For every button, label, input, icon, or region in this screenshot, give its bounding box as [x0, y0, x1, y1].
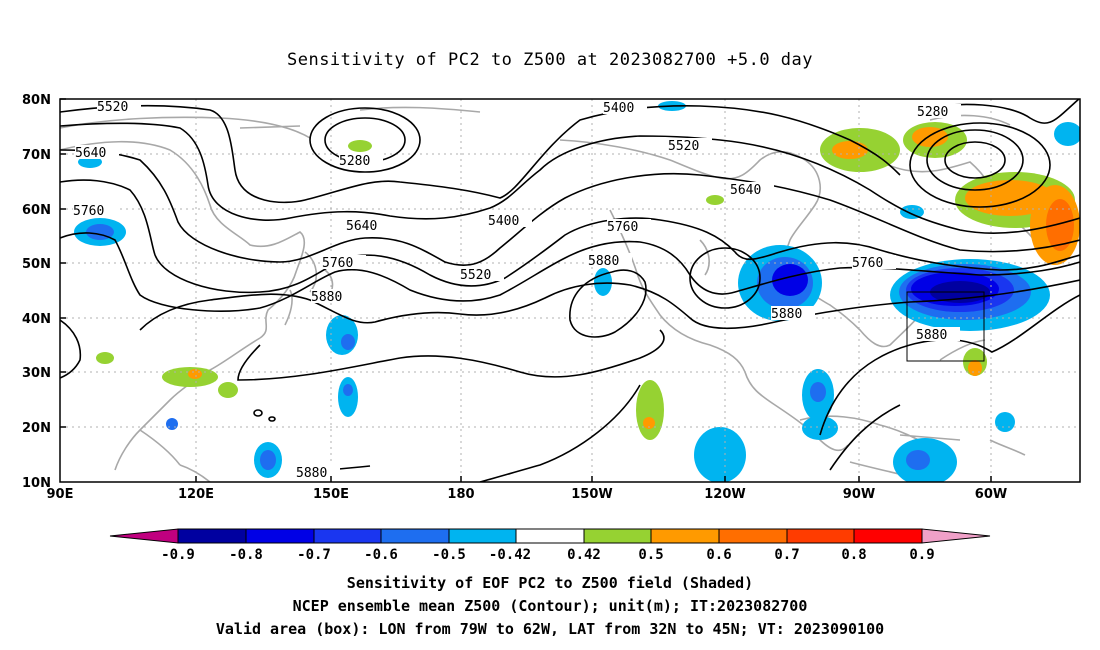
contour-label: 5520 [460, 268, 491, 283]
colorbar-cell [448, 528, 517, 544]
contour-label: 5520 [97, 100, 128, 115]
map-frame [59, 98, 1081, 483]
contour-label: 5880 [916, 328, 947, 343]
sensitivity-shading [74, 101, 1080, 482]
lon-label: 150W [571, 487, 612, 502]
colorbar-label: 0.7 [774, 547, 799, 563]
colorbar-label: -0.5 [432, 547, 466, 563]
colorbar-under-triangle [109, 528, 179, 544]
colorbar-label: -0.8 [229, 547, 263, 563]
contour-label: 5880 [311, 290, 342, 305]
contour-label: 5760 [852, 256, 883, 271]
colorbar [109, 528, 991, 544]
contour-label: 5640 [75, 146, 106, 161]
colorbar-cell [313, 528, 382, 544]
map-title: Sensitivity of PC2 to Z500 at 2023082700… [286, 50, 813, 70]
contour-label: 5880 [771, 307, 802, 322]
lon-label: 60W [975, 487, 1007, 502]
caption-contour: NCEP ensemble mean Z500 (Contour); unit(… [292, 597, 808, 615]
contour-label: 5640 [346, 219, 377, 234]
contour-label: 5280 [339, 154, 370, 169]
colorbar-label: -0.42 [489, 547, 531, 563]
colorbar-label: -0.6 [364, 547, 398, 563]
caption-shading: Sensitivity of EOF PC2 to Z500 field (Sh… [346, 574, 754, 592]
colorbar-cell [718, 528, 788, 544]
contour-label: 5400 [488, 214, 519, 229]
colorbar-cell [515, 528, 585, 544]
lon-label: 90E [47, 487, 74, 502]
colorbar-cell [853, 528, 923, 544]
caption-valid-area: Valid area (box): LON from 79W to 62W, L… [215, 620, 885, 638]
colorbar-label: -0.9 [161, 547, 195, 563]
lat-label: 40N [22, 312, 51, 327]
longitude-labels: 90E 120E 150E 180 150W 120W 90W 60W [47, 487, 1008, 502]
lon-label: 150E [313, 487, 349, 502]
contour-label: 5880 [296, 466, 327, 481]
colorbar-cell [380, 528, 450, 544]
colorbar-cell [177, 528, 247, 544]
colorbar-label: 0.42 [567, 547, 601, 563]
lat-label: 70N [22, 148, 51, 163]
colorbar-labels: -0.9 -0.8 -0.7 -0.6 -0.5 -0.42 0.42 0.5 … [161, 547, 935, 563]
axis-ticks [60, 98, 992, 482]
contour-label-group: 5520 5640 5760 5400 5280 5520 5640 5400 … [73, 99, 961, 343]
contour-label: 5400 [603, 101, 634, 116]
colorbar-label: 0.6 [706, 547, 731, 563]
colorbar-cell [786, 528, 855, 544]
lat-label: 80N [22, 93, 51, 108]
z500-contours [60, 99, 1080, 482]
colorbar-label: 0.9 [909, 547, 934, 563]
colorbar-over-triangle [921, 528, 991, 544]
colorbar-cell [650, 528, 720, 544]
lat-label: 20N [22, 421, 51, 436]
contour-label: 5880 [588, 254, 619, 269]
colorbar-cell [583, 528, 652, 544]
contour-label: 5640 [730, 183, 761, 198]
colorbar-cell [245, 528, 315, 544]
contour-label: 5760 [73, 204, 104, 219]
colorbar-label: 0.5 [638, 547, 663, 563]
lon-label: 120E [178, 487, 214, 502]
contour-label: 5280 [917, 105, 948, 120]
colorbar-label: 0.8 [841, 547, 866, 563]
lat-label: 10N [22, 476, 51, 491]
valid-area-box [906, 291, 985, 362]
lon-label: 180 [447, 487, 474, 502]
contour-label: 5520 [668, 139, 699, 154]
latitude-labels: 80N 70N 60N 50N 40N 30N 20N 10N [22, 93, 51, 491]
contour-label: 5760 [607, 220, 638, 235]
lon-label: 90W [843, 487, 875, 502]
lat-label: 60N [22, 203, 51, 218]
contour-label: 5760 [322, 256, 353, 271]
lon-label: 120W [704, 487, 745, 502]
colorbar-label: -0.7 [297, 547, 331, 563]
lat-label: 50N [22, 257, 51, 272]
lat-label: 30N [22, 366, 51, 381]
